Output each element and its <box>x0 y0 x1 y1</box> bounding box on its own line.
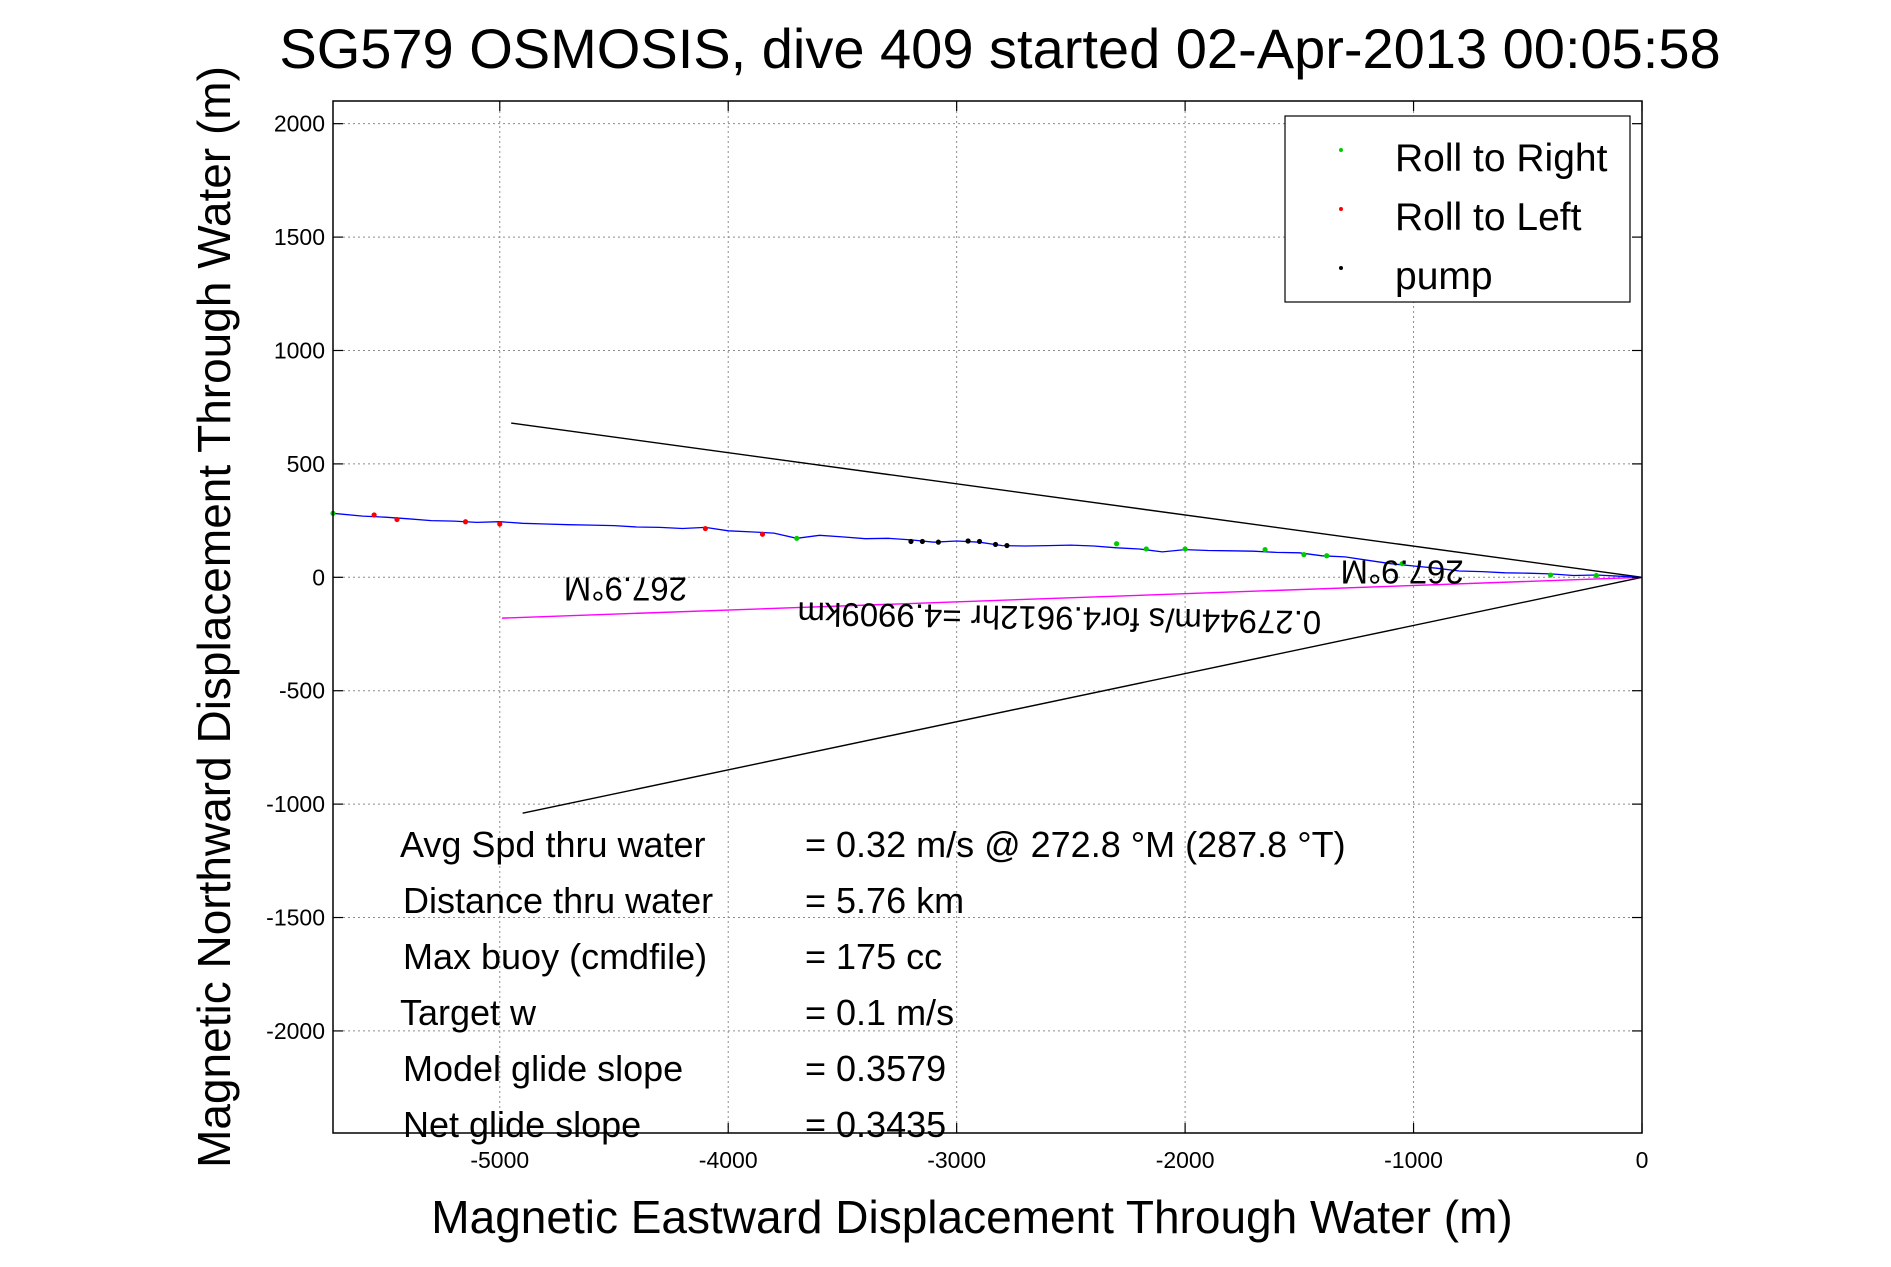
heading-annotation: 267.9°M <box>1340 553 1463 590</box>
info-value-target-w: = 0.1 m/s <box>805 992 954 1033</box>
chart-title: SG579 OSMOSIS, dive 409 started 02-Apr-2… <box>279 17 1720 80</box>
plot-frame <box>332 100 1643 1134</box>
roll-left-point <box>497 521 503 527</box>
pump-point <box>908 538 914 545</box>
y-tick-label: 1500 <box>274 224 325 250</box>
info-value-max-buoy: = 175 cc <box>805 936 942 977</box>
roll-right-point <box>1593 572 1599 579</box>
y-axis-label: Magnetic Northward Displacement Through … <box>188 66 240 1168</box>
y-tick-label: 2000 <box>274 111 325 137</box>
info-value-net-glide: = 0.3435 <box>805 1104 946 1145</box>
y-tick-label: 1000 <box>274 337 325 363</box>
info-label-target-w: Target w <box>400 992 537 1033</box>
heading-annotation: 0.27944m/s for4.9612hr =4.9909km <box>797 595 1321 641</box>
y-tick-label: -500 <box>279 678 325 704</box>
legend-label-roll-left: Roll to Left <box>1395 196 1582 239</box>
x-tick-label: -5000 <box>470 1147 529 1173</box>
roll-left-point <box>462 519 469 525</box>
pump-point <box>965 538 971 544</box>
pump-point <box>1004 542 1010 549</box>
roll-right-point <box>794 535 800 541</box>
roll-right-point <box>1399 561 1405 567</box>
roll-left-point <box>371 512 377 518</box>
info-label-max-buoy: Max buoy (cmdfile) <box>403 936 707 977</box>
markers <box>330 510 1599 579</box>
pump-point <box>976 538 983 545</box>
pump-point <box>992 541 999 548</box>
legend: Roll to Right Roll to Left pump <box>1284 115 1631 303</box>
roll-left-point <box>702 525 708 532</box>
axis-ticks: -5000 -4000 -3000 -2000 -1000 020001500100050… <box>266 101 1648 1173</box>
y-tick-label: 500 <box>287 451 325 477</box>
reference-lines <box>502 422 1643 814</box>
roll-right-point <box>1548 572 1554 578</box>
info-label-net-glide: Net glide slope <box>403 1104 641 1145</box>
roll-right-point <box>1143 546 1149 552</box>
info-value-avg-speed: = 0.32 m/s @ 272.8 °M (287.8 °T) <box>805 824 1346 865</box>
legend-label-pump: pump <box>1395 255 1493 298</box>
x-tick-label: -2000 <box>1156 1147 1215 1173</box>
x-tick-label: -3000 <box>927 1147 986 1173</box>
info-value-model-glide: = 0.3579 <box>805 1048 946 1089</box>
roll-right-point <box>1301 552 1307 558</box>
x-tick-label: 0 <box>1636 1147 1649 1173</box>
heading-annotation: 267.9°M <box>564 570 687 607</box>
lower-bound-line <box>522 576 1643 814</box>
legend-marker-pump <box>1339 266 1343 270</box>
track <box>332 512 1643 578</box>
roll-left-point <box>394 516 400 523</box>
info-label-distance: Distance thru water <box>403 880 713 921</box>
legend-label-roll-right: Roll to Right <box>1395 137 1608 180</box>
y-tick-label: -1000 <box>266 791 325 817</box>
info-value-distance: = 5.76 km <box>805 880 964 921</box>
y-tick-label: -2000 <box>266 1018 325 1044</box>
y-tick-label: -1500 <box>266 905 325 931</box>
x-axis-label: Magnetic Eastward Displacement Through W… <box>431 1191 1512 1243</box>
mean-heading-line <box>502 576 1643 619</box>
roll-right-point <box>1113 541 1120 547</box>
x-tick-label: -4000 <box>699 1147 758 1173</box>
info-label-model-glide: Model glide slope <box>403 1048 683 1089</box>
upper-bound-line <box>511 422 1643 579</box>
y-tick-label: 0 <box>312 564 325 590</box>
info-label-avg-speed: Avg Spd thru water <box>400 824 706 865</box>
roll-right-point <box>1182 546 1188 552</box>
legend-marker-roll-left <box>1339 207 1343 211</box>
info-box: Avg Spd thru water = 0.32 m/s @ 272.8 °M… <box>400 824 1346 1145</box>
roll-right-point <box>1324 553 1330 559</box>
legend-marker-roll-right <box>1339 148 1343 152</box>
pump-point <box>935 539 941 545</box>
glider-track-line <box>332 512 1643 578</box>
pump-point <box>919 538 925 545</box>
roll-right-point <box>1262 547 1268 553</box>
annotations: 267.9°M 267.9°M 0.27944m/s for4.9612hr =4.… <box>564 553 1464 641</box>
roll-left-point <box>759 531 766 537</box>
x-tick-label: -1000 <box>1384 1147 1443 1173</box>
